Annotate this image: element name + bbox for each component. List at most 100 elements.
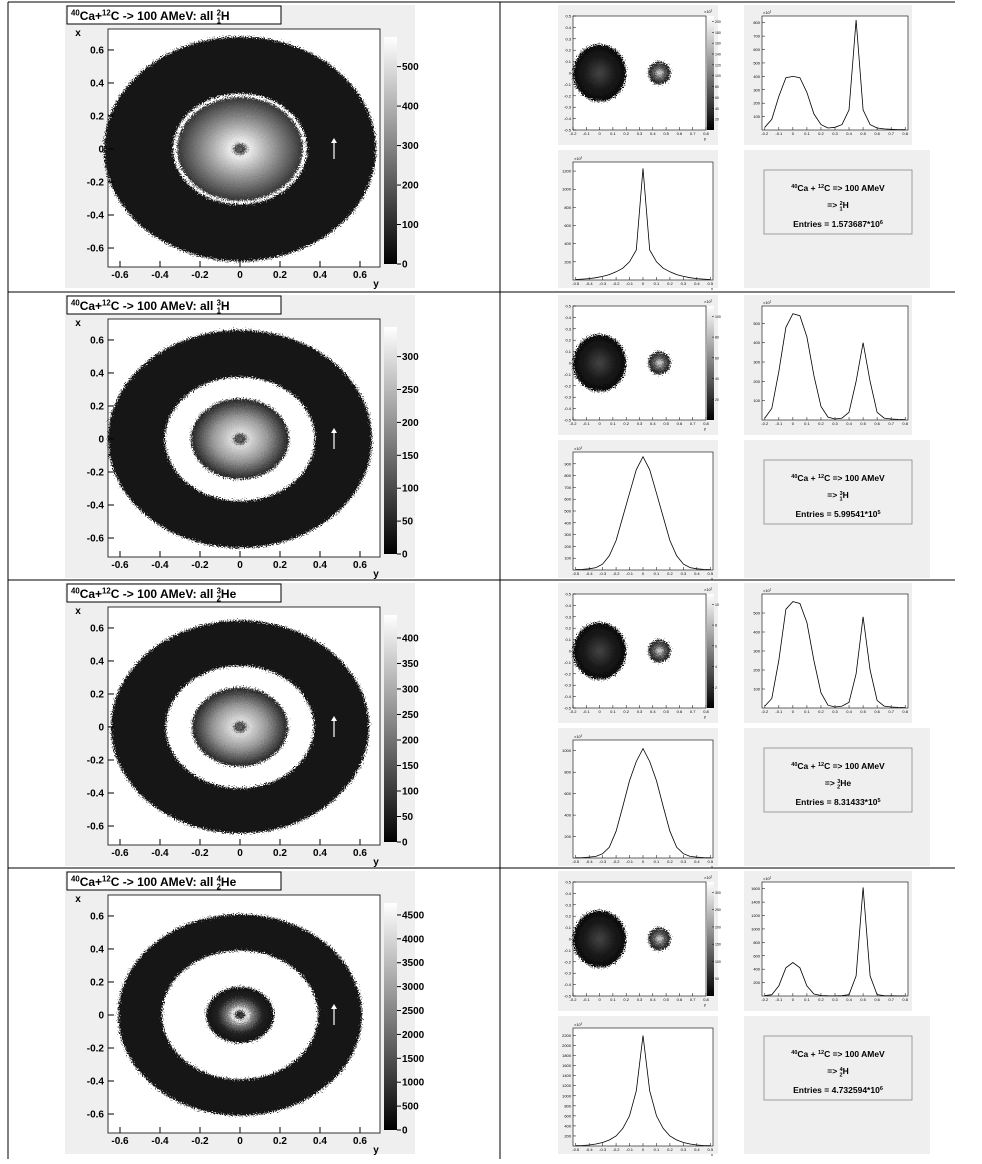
x-tick-label: -0.2 (613, 1147, 621, 1152)
plot-frame (762, 306, 908, 420)
y-tick-label: 200 (564, 259, 571, 264)
y-tick-label: 0.4 (565, 891, 571, 896)
plot-frame (573, 740, 713, 858)
colorbar-tick-label: 50 (402, 517, 414, 528)
colorbar-tick-label: 4500 (402, 910, 425, 921)
x-tick-label: 0.7 (690, 131, 696, 136)
y-tick-label: -0.1 (564, 660, 572, 665)
page: -0.6 -0.4 -0.2 0 0.2 0.4 0.6 -0.6 -0.4 -0.2 0 0.2 0.… (0, 0, 982, 1159)
colorbar-tick-label: 300 (402, 352, 419, 363)
x-tick-label: 0.2 (667, 571, 673, 576)
x-tick-label: -0.1 (583, 131, 591, 136)
y-tick-label: 300 (753, 87, 760, 92)
x-tick-label: 0.6 (874, 997, 880, 1002)
info-line-part: => (825, 778, 837, 788)
colorbar-tick-label: 0 (402, 838, 408, 849)
colorbar (707, 306, 714, 420)
colorbar-tick-label: 140 (715, 53, 721, 57)
y-tick-label: 500 (753, 60, 760, 65)
x-axis-label: y (704, 136, 706, 141)
colorbar-tick-label: 120 (715, 63, 721, 67)
x-tick-label: 0.3 (637, 997, 643, 1002)
x-tick-label: 0.5 (663, 131, 669, 136)
y-tick-label: 1200 (751, 913, 761, 918)
y-tick-label: 0.2 (565, 338, 571, 343)
colorbar-tick-label: 350 (402, 659, 419, 670)
blob (573, 623, 626, 680)
y-tick-label: 600 (564, 223, 571, 228)
colorbar-tick-label: 200 (715, 20, 721, 24)
blob (573, 911, 626, 968)
x-tick-label: -0.6 (111, 560, 129, 571)
x-tick-label: 0.2 (818, 997, 824, 1002)
y-tick-label: 700 (564, 485, 571, 490)
y-tick-label: 0.2 (90, 977, 104, 988)
x-tick-label: 0.2 (273, 1136, 287, 1147)
y-tick-label: 200 (753, 379, 760, 384)
y-tick-label: 600 (564, 497, 571, 502)
colorbar-tick-label: 200 (402, 181, 419, 192)
x-tick-label: -0.2 (191, 270, 209, 281)
y-tick-label: 0.2 (565, 914, 571, 919)
x-tick-label: 0.6 (874, 421, 880, 426)
colorbar-tick-label: 20 (715, 398, 719, 402)
x-tick-label: -0.4 (151, 848, 169, 859)
y-tick-label: 0.1 (565, 59, 571, 64)
y-tick-label: 500 (753, 321, 760, 326)
y-tick-label: 200 (564, 1133, 571, 1138)
colorbar-tick-label: 4 (715, 665, 717, 669)
x-tick-label: -0.3 (599, 1147, 607, 1152)
x-tick-label: 0.4 (650, 709, 656, 714)
colorbar-tick-label: 100 (715, 315, 721, 319)
y-tick-label: 0.5 (565, 14, 571, 19)
info-line-part: Ca + (797, 473, 818, 483)
colorbar-tick-label: 1500 (402, 1054, 425, 1065)
y-tick-label: 400 (564, 241, 571, 246)
y-tick-label: 1200 (562, 1083, 572, 1088)
x-tick-label: 0.3 (637, 131, 643, 136)
y-tick-label: 800 (564, 1103, 571, 1108)
plot-frame (573, 452, 713, 570)
y-tick-label: 0 (98, 434, 104, 445)
y-tick-label: 0.6 (90, 45, 104, 56)
y-tick-label: 100 (753, 687, 760, 692)
info-line-part: Ca + (797, 1049, 818, 1059)
y-tick-label: 1400 (751, 900, 761, 905)
x-tick-label: 0.4 (846, 421, 852, 426)
plot-frame (573, 1028, 713, 1146)
x-tick-label: 0.3 (832, 709, 838, 714)
colorbar-tick-label: 250 (402, 710, 419, 721)
colorbar-tick-label: 100 (715, 960, 721, 964)
colorbar (384, 903, 397, 1130)
plot-title-part: C -> 100 AMeV: all (111, 299, 217, 313)
y-tick-label: -0.3 (564, 971, 572, 976)
x-tick-label: 0 (237, 1136, 243, 1147)
y-tick-label: 1800 (562, 1053, 572, 1058)
x-tick-label: 0.2 (818, 131, 824, 136)
x-tick-label: 0.3 (637, 421, 643, 426)
x-tick-label: -0.2 (761, 131, 769, 136)
x-tick-label: 0.5 (663, 421, 669, 426)
y-tick-label: 200 (564, 834, 571, 839)
colorbar-tick-label: 250 (402, 385, 419, 396)
y-tick-label: 0.1 (565, 925, 571, 930)
y-tick-label: -0.3 (564, 683, 572, 688)
x-tick-label: 0.5 (860, 131, 866, 136)
colorbar-tick-label: 100 (402, 220, 419, 231)
y-tick-label: -0.4 (87, 501, 105, 512)
y-tick-label: 1400 (562, 1073, 572, 1078)
y-tick-label: 300 (753, 649, 760, 654)
y-tick-label: 0 (98, 144, 104, 155)
y-tick-label: 0.6 (90, 623, 104, 634)
plot-title-part: Ca+ (80, 587, 102, 601)
x-tick-label: 0.4 (846, 997, 852, 1002)
y-tick-label: -0.2 (564, 93, 572, 98)
y-tick-label: 400 (753, 967, 760, 972)
x-tick-label: 0 (237, 848, 243, 859)
x-tick-label: 0.2 (818, 709, 824, 714)
y-tick-label: 1000 (562, 1093, 572, 1098)
x-tick-label: -0.6 (111, 1136, 129, 1147)
x-axis-label: y (704, 426, 706, 431)
colorbar (384, 37, 397, 264)
x-tick-label: -0.1 (626, 571, 634, 576)
